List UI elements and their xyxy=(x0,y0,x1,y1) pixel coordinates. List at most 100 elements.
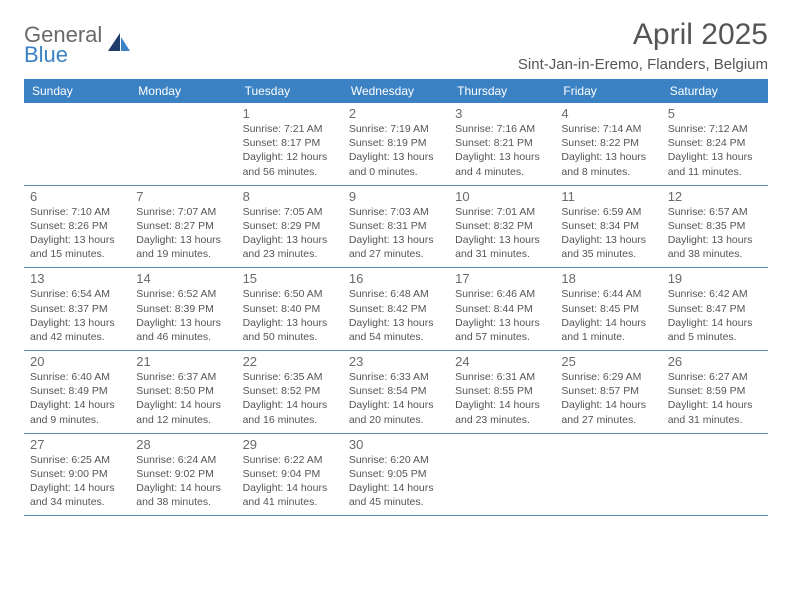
day-header-cell: Friday xyxy=(555,79,661,103)
calendar-cell: 18Sunrise: 6:44 AMSunset: 8:45 PMDayligh… xyxy=(555,268,661,350)
calendar-cell: 26Sunrise: 6:27 AMSunset: 8:59 PMDayligh… xyxy=(662,351,768,433)
calendar-cell: 20Sunrise: 6:40 AMSunset: 8:49 PMDayligh… xyxy=(24,351,130,433)
day-details: Sunrise: 6:33 AMSunset: 8:54 PMDaylight:… xyxy=(349,370,443,427)
day-details: Sunrise: 7:03 AMSunset: 8:31 PMDaylight:… xyxy=(349,205,443,262)
day-details: Sunrise: 6:40 AMSunset: 8:49 PMDaylight:… xyxy=(30,370,124,427)
header: General Blue April 2025 Sint-Jan-in-Erem… xyxy=(24,18,768,73)
day-number: 10 xyxy=(455,189,549,204)
sail-icon xyxy=(106,31,132,60)
day-details: Sunrise: 6:42 AMSunset: 8:47 PMDaylight:… xyxy=(668,287,762,344)
day-details: Sunrise: 6:25 AMSunset: 9:00 PMDaylight:… xyxy=(30,453,124,510)
day-number: 1 xyxy=(243,106,337,121)
day-number: 28 xyxy=(136,437,230,452)
day-number: 18 xyxy=(561,271,655,286)
day-details: Sunrise: 6:48 AMSunset: 8:42 PMDaylight:… xyxy=(349,287,443,344)
day-number: 24 xyxy=(455,354,549,369)
day-header-cell: Monday xyxy=(130,79,236,103)
day-number: 9 xyxy=(349,189,443,204)
calendar-cell: 1Sunrise: 7:21 AMSunset: 8:17 PMDaylight… xyxy=(237,103,343,185)
calendar-cell: 2Sunrise: 7:19 AMSunset: 8:19 PMDaylight… xyxy=(343,103,449,185)
day-details: Sunrise: 7:19 AMSunset: 8:19 PMDaylight:… xyxy=(349,122,443,179)
calendar-week: 20Sunrise: 6:40 AMSunset: 8:49 PMDayligh… xyxy=(24,351,768,434)
day-number: 13 xyxy=(30,271,124,286)
calendar-week: 13Sunrise: 6:54 AMSunset: 8:37 PMDayligh… xyxy=(24,268,768,351)
calendar-cell-empty xyxy=(555,434,661,516)
day-header-cell: Wednesday xyxy=(343,79,449,103)
calendar-week: 6Sunrise: 7:10 AMSunset: 8:26 PMDaylight… xyxy=(24,186,768,269)
calendar-cell: 15Sunrise: 6:50 AMSunset: 8:40 PMDayligh… xyxy=(237,268,343,350)
calendar-cell: 12Sunrise: 6:57 AMSunset: 8:35 PMDayligh… xyxy=(662,186,768,268)
day-details: Sunrise: 6:59 AMSunset: 8:34 PMDaylight:… xyxy=(561,205,655,262)
day-number: 19 xyxy=(668,271,762,286)
day-header-cell: Sunday xyxy=(24,79,130,103)
day-details: Sunrise: 7:10 AMSunset: 8:26 PMDaylight:… xyxy=(30,205,124,262)
day-number: 21 xyxy=(136,354,230,369)
calendar-body: 1Sunrise: 7:21 AMSunset: 8:17 PMDaylight… xyxy=(24,103,768,516)
day-details: Sunrise: 7:16 AMSunset: 8:21 PMDaylight:… xyxy=(455,122,549,179)
day-details: Sunrise: 6:22 AMSunset: 9:04 PMDaylight:… xyxy=(243,453,337,510)
day-details: Sunrise: 7:01 AMSunset: 8:32 PMDaylight:… xyxy=(455,205,549,262)
day-number: 14 xyxy=(136,271,230,286)
day-details: Sunrise: 6:57 AMSunset: 8:35 PMDaylight:… xyxy=(668,205,762,262)
calendar-cell: 27Sunrise: 6:25 AMSunset: 9:00 PMDayligh… xyxy=(24,434,130,516)
day-number: 12 xyxy=(668,189,762,204)
calendar-cell: 24Sunrise: 6:31 AMSunset: 8:55 PMDayligh… xyxy=(449,351,555,433)
calendar-cell: 19Sunrise: 6:42 AMSunset: 8:47 PMDayligh… xyxy=(662,268,768,350)
day-details: Sunrise: 6:24 AMSunset: 9:02 PMDaylight:… xyxy=(136,453,230,510)
calendar-cell: 28Sunrise: 6:24 AMSunset: 9:02 PMDayligh… xyxy=(130,434,236,516)
calendar-cell-empty xyxy=(662,434,768,516)
page-title: April 2025 xyxy=(518,18,768,52)
day-details: Sunrise: 7:14 AMSunset: 8:22 PMDaylight:… xyxy=(561,122,655,179)
day-number: 2 xyxy=(349,106,443,121)
day-number: 25 xyxy=(561,354,655,369)
day-number: 30 xyxy=(349,437,443,452)
calendar-cell: 6Sunrise: 7:10 AMSunset: 8:26 PMDaylight… xyxy=(24,186,130,268)
calendar-cell: 9Sunrise: 7:03 AMSunset: 8:31 PMDaylight… xyxy=(343,186,449,268)
calendar: SundayMondayTuesdayWednesdayThursdayFrid… xyxy=(24,79,768,516)
calendar-cell: 21Sunrise: 6:37 AMSunset: 8:50 PMDayligh… xyxy=(130,351,236,433)
day-number: 17 xyxy=(455,271,549,286)
day-details: Sunrise: 6:52 AMSunset: 8:39 PMDaylight:… xyxy=(136,287,230,344)
calendar-cell: 7Sunrise: 7:07 AMSunset: 8:27 PMDaylight… xyxy=(130,186,236,268)
day-number: 6 xyxy=(30,189,124,204)
day-details: Sunrise: 6:20 AMSunset: 9:05 PMDaylight:… xyxy=(349,453,443,510)
day-number: 4 xyxy=(561,106,655,121)
day-number: 11 xyxy=(561,189,655,204)
day-details: Sunrise: 7:07 AMSunset: 8:27 PMDaylight:… xyxy=(136,205,230,262)
day-number: 29 xyxy=(243,437,337,452)
day-number: 26 xyxy=(668,354,762,369)
day-number: 5 xyxy=(668,106,762,121)
day-details: Sunrise: 6:44 AMSunset: 8:45 PMDaylight:… xyxy=(561,287,655,344)
calendar-week: 27Sunrise: 6:25 AMSunset: 9:00 PMDayligh… xyxy=(24,434,768,517)
day-number: 23 xyxy=(349,354,443,369)
calendar-cell: 16Sunrise: 6:48 AMSunset: 8:42 PMDayligh… xyxy=(343,268,449,350)
day-details: Sunrise: 7:05 AMSunset: 8:29 PMDaylight:… xyxy=(243,205,337,262)
calendar-cell: 17Sunrise: 6:46 AMSunset: 8:44 PMDayligh… xyxy=(449,268,555,350)
day-number: 16 xyxy=(349,271,443,286)
day-details: Sunrise: 6:37 AMSunset: 8:50 PMDaylight:… xyxy=(136,370,230,427)
day-header-cell: Saturday xyxy=(662,79,768,103)
day-details: Sunrise: 6:27 AMSunset: 8:59 PMDaylight:… xyxy=(668,370,762,427)
day-number: 8 xyxy=(243,189,337,204)
day-number: 20 xyxy=(30,354,124,369)
logo: General Blue xyxy=(24,24,132,66)
calendar-cell: 29Sunrise: 6:22 AMSunset: 9:04 PMDayligh… xyxy=(237,434,343,516)
calendar-cell-empty xyxy=(449,434,555,516)
calendar-cell: 23Sunrise: 6:33 AMSunset: 8:54 PMDayligh… xyxy=(343,351,449,433)
calendar-cell: 5Sunrise: 7:12 AMSunset: 8:24 PMDaylight… xyxy=(662,103,768,185)
calendar-cell: 11Sunrise: 6:59 AMSunset: 8:34 PMDayligh… xyxy=(555,186,661,268)
day-details: Sunrise: 7:12 AMSunset: 8:24 PMDaylight:… xyxy=(668,122,762,179)
logo-text-bottom: Blue xyxy=(24,44,68,66)
day-number: 3 xyxy=(455,106,549,121)
day-details: Sunrise: 7:21 AMSunset: 8:17 PMDaylight:… xyxy=(243,122,337,179)
calendar-cell: 22Sunrise: 6:35 AMSunset: 8:52 PMDayligh… xyxy=(237,351,343,433)
day-details: Sunrise: 6:31 AMSunset: 8:55 PMDaylight:… xyxy=(455,370,549,427)
calendar-cell: 30Sunrise: 6:20 AMSunset: 9:05 PMDayligh… xyxy=(343,434,449,516)
day-details: Sunrise: 6:50 AMSunset: 8:40 PMDaylight:… xyxy=(243,287,337,344)
calendar-cell: 13Sunrise: 6:54 AMSunset: 8:37 PMDayligh… xyxy=(24,268,130,350)
day-header-cell: Thursday xyxy=(449,79,555,103)
calendar-cell-empty xyxy=(24,103,130,185)
calendar-cell: 10Sunrise: 7:01 AMSunset: 8:32 PMDayligh… xyxy=(449,186,555,268)
day-details: Sunrise: 6:29 AMSunset: 8:57 PMDaylight:… xyxy=(561,370,655,427)
day-number: 27 xyxy=(30,437,124,452)
